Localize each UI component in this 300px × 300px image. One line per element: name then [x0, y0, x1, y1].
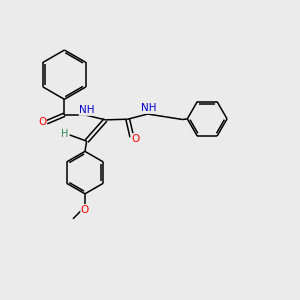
Text: H: H: [61, 129, 69, 139]
Text: O: O: [38, 117, 46, 127]
Text: NH: NH: [141, 103, 157, 113]
Text: NH: NH: [79, 105, 95, 115]
Text: O: O: [81, 205, 89, 214]
Text: O: O: [131, 134, 140, 144]
